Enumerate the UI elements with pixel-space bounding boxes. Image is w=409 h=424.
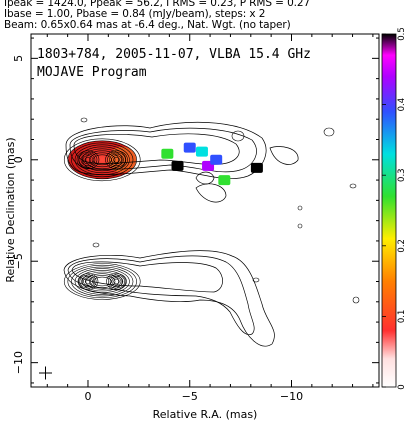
x-axis-label: Relative R.A. (mas) xyxy=(153,408,258,421)
header-line-2: Ibase = 1.00, Pbase = 0.84 (mJy/beam), s… xyxy=(4,8,266,20)
lower-core-contour xyxy=(74,268,130,295)
plot-frame xyxy=(30,33,380,388)
contour-layer xyxy=(63,117,360,347)
core-contour xyxy=(78,146,127,174)
peak-contour xyxy=(80,153,96,166)
colorbar-tick-label: 0.1 xyxy=(397,310,407,324)
core-contour xyxy=(85,150,119,170)
colorbar-tick-label: 0 xyxy=(397,384,407,389)
noise-contour xyxy=(80,117,88,123)
axis-ticks: 0 −5 −10 5 0 −5 −10 xyxy=(12,34,379,403)
header-line-3: Beam: 0.65x0.64 mas at -6.4 deg., Nat. W… xyxy=(4,19,291,31)
polarization-patch xyxy=(218,175,231,186)
x-tick-label: −10 xyxy=(280,390,303,403)
polarization-patch xyxy=(195,146,208,157)
lower-peak-contour xyxy=(77,273,99,290)
noise-contour xyxy=(252,277,260,283)
beam-marker xyxy=(39,366,52,380)
lower-core-contour xyxy=(67,264,137,299)
lower-peak-contour xyxy=(81,276,95,288)
plot-title: 1803+784, 2005-11-07, VLBA 15.4 GHz xyxy=(37,47,311,62)
peak-contour xyxy=(76,150,100,170)
lower-core-contour xyxy=(89,275,116,288)
lower-peak-contour xyxy=(113,278,120,285)
lower-core-contour xyxy=(71,266,134,297)
colorbar-ticks: 0 0.1 0.2 0.3 0.4 0.5 xyxy=(382,27,407,390)
polarization-patch xyxy=(171,160,184,171)
peak-contour xyxy=(105,150,128,170)
noise-contour xyxy=(297,223,303,229)
header-line-1: Ipeak = 1424.0, Ppeak = 56.2, I RMS = 0.… xyxy=(4,0,311,9)
noise-contour xyxy=(297,205,303,211)
lower-peak-contour xyxy=(106,273,127,290)
lower-peak-contour xyxy=(79,274,97,289)
polarization-patch xyxy=(250,162,263,173)
lower-core-contour xyxy=(92,276,112,287)
polarization-layer xyxy=(161,142,263,186)
core-contour xyxy=(74,144,130,176)
colorbar xyxy=(381,33,397,388)
lower-peak-contour xyxy=(111,277,122,286)
lower-jet-contour xyxy=(71,261,223,293)
y-tick-label: 0 xyxy=(12,156,25,163)
colorbar-tick-label: 0.2 xyxy=(397,239,407,253)
y-tick-label: 5 xyxy=(12,55,25,62)
y-tick-label: −5 xyxy=(12,253,25,269)
lower-jet-contour xyxy=(63,250,275,347)
jet-knot-contour xyxy=(195,183,227,203)
peak-contour xyxy=(82,155,94,165)
lower-core-contour xyxy=(63,263,141,300)
lower-jet-contour xyxy=(67,255,255,336)
core-contour xyxy=(89,152,116,168)
core-contour xyxy=(67,140,137,180)
jet-envelope-contour xyxy=(69,127,257,173)
core-contour xyxy=(71,142,134,178)
peak-contour xyxy=(109,153,124,166)
lower-peak-contour xyxy=(84,278,92,285)
jet-envelope-contour xyxy=(73,133,240,165)
peak-contour xyxy=(84,156,92,163)
noise-contour xyxy=(92,242,100,248)
noise-contour xyxy=(352,296,360,304)
lower-peak-contour xyxy=(109,276,124,288)
y-axis-label: Relative Declination (mas) xyxy=(4,137,17,282)
lower-core-contour xyxy=(81,271,123,292)
lower-peak-contour xyxy=(83,277,93,286)
noise-contour xyxy=(323,127,335,137)
colorbar-tick-label: 0.5 xyxy=(397,27,407,41)
plot-subtitle: MOJAVE Program xyxy=(37,65,147,80)
y-tick-label: −10 xyxy=(12,351,25,374)
peak-contour xyxy=(111,155,122,165)
lower-peak-contour xyxy=(107,274,125,289)
core-contour xyxy=(63,138,141,182)
peak-contour xyxy=(78,152,98,168)
x-tick-label: 0 xyxy=(84,390,91,403)
peak-contour xyxy=(113,156,120,163)
core-contour xyxy=(81,148,123,172)
colorbar-tick-label: 0.3 xyxy=(397,168,407,182)
peak-contour xyxy=(107,152,126,168)
colorbar-tick-label: 0.4 xyxy=(397,98,407,112)
lower-core-contour xyxy=(85,273,119,290)
jet-envelope-contour xyxy=(65,121,267,179)
polarization-patch xyxy=(183,142,196,153)
polarization-patch xyxy=(210,154,223,165)
jet-knot-contour xyxy=(195,171,215,185)
noise-contour xyxy=(231,130,245,142)
x-tick-label: −5 xyxy=(182,390,198,403)
noise-contour xyxy=(349,183,357,189)
lower-core-contour xyxy=(78,270,127,294)
polarization-patch xyxy=(161,148,174,159)
jet-knot-contour xyxy=(269,146,299,165)
